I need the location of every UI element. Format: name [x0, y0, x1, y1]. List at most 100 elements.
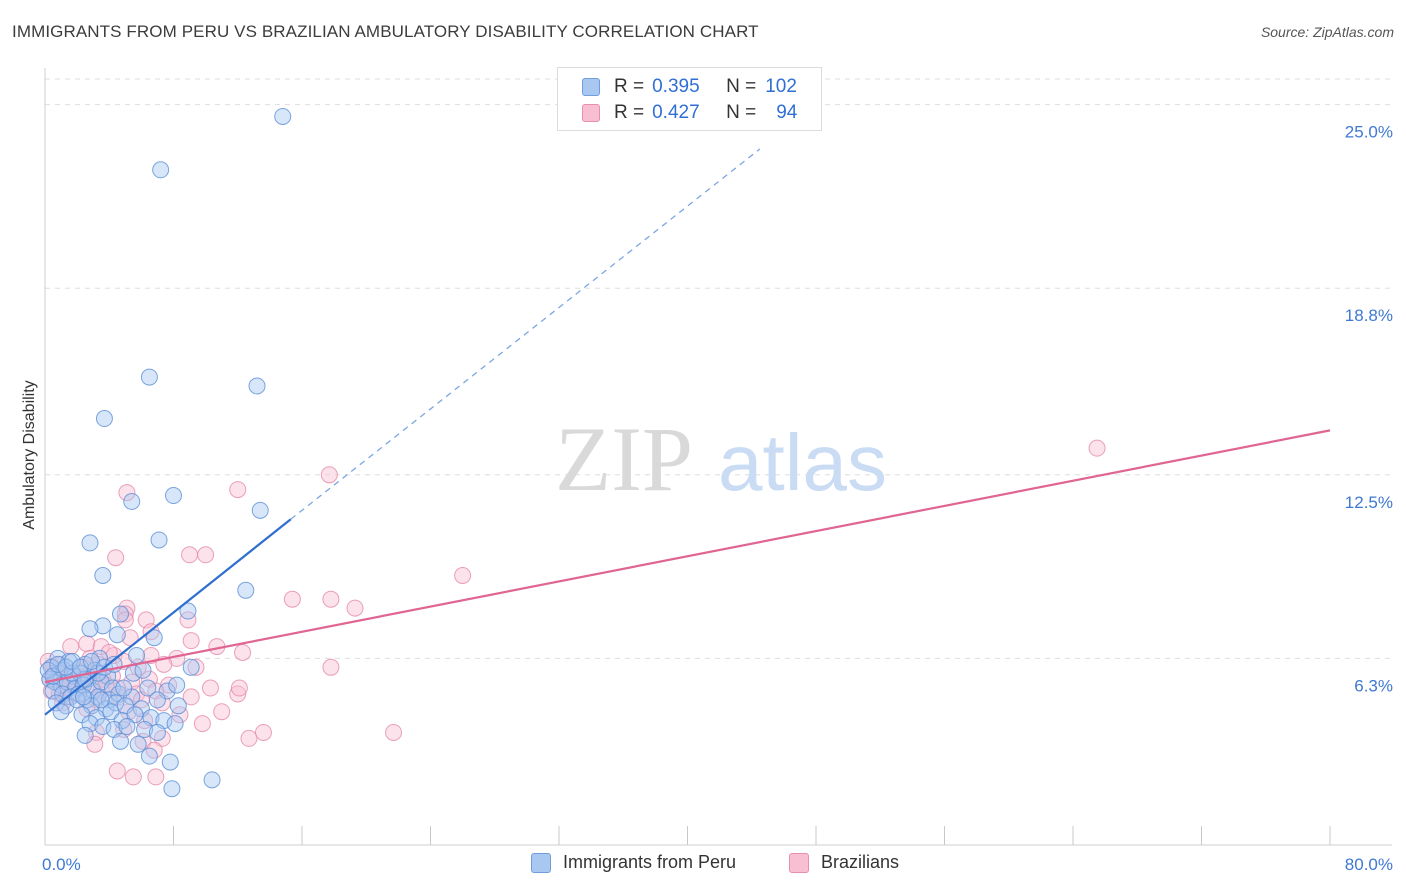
brazilians-point: [240, 729, 258, 747]
peru-points: [39, 107, 292, 798]
brazilians-point: [107, 549, 125, 567]
brazilians-point: [78, 635, 96, 653]
peru-r-value: 0.395: [652, 76, 700, 97]
peru-point: [52, 703, 70, 721]
brazilians-point: [230, 679, 248, 697]
peru-point: [274, 107, 292, 125]
peru-point: [237, 581, 255, 599]
peru-point: [95, 410, 113, 428]
peru-point: [111, 605, 129, 623]
peru-point: [132, 700, 150, 718]
brazilians-point: [322, 590, 340, 608]
peru-point: [126, 706, 144, 724]
peru-point: [148, 723, 166, 741]
bottom-legend-peru: Immigrants from Peru: [531, 852, 736, 873]
bottom-legend-brazilians: Brazilians: [789, 852, 899, 873]
peru-point: [140, 747, 158, 765]
watermark: ZIP atlas: [555, 408, 887, 510]
peru-point: [166, 715, 184, 733]
peru-point: [163, 780, 181, 798]
brazilians-point: [213, 703, 231, 721]
brazilians-point: [320, 466, 338, 484]
tick-labels: 6.3% 12.5% 18.8% 25.0% 0.0% 80.0%: [42, 123, 1393, 874]
peru-trend-extension: [290, 148, 761, 520]
peru-point: [102, 703, 120, 721]
peru-point: [81, 534, 99, 552]
peru-trend-line: [44, 518, 292, 716]
peru-point: [97, 700, 115, 718]
peru-point: [148, 691, 166, 709]
brazilians-point: [346, 599, 364, 617]
peru-n-value: 102: [765, 76, 797, 97]
brazilians-point: [197, 546, 215, 564]
brazilians-point: [86, 735, 104, 753]
peru-point: [123, 492, 141, 510]
peru-point: [248, 377, 266, 395]
brazilians-point: [283, 590, 301, 608]
x-tick-label: 80.0%: [1345, 855, 1393, 874]
peru-point: [165, 487, 182, 505]
peru-point: [161, 753, 179, 771]
grid-layer: [45, 78, 1392, 659]
watermark-atlas: atlas: [718, 418, 887, 507]
peru-point: [87, 709, 105, 727]
peru-point: [128, 646, 146, 664]
brazilians-point: [182, 688, 200, 706]
brazilians-trend-line: [44, 429, 1331, 684]
peru-point: [136, 721, 154, 738]
peru-point: [89, 688, 107, 706]
brazilians-r-value: 0.427: [652, 102, 700, 123]
axes-layer: [44, 68, 1392, 846]
brazilians-point: [193, 715, 211, 733]
peru-point: [76, 726, 94, 744]
brazilians-point: [147, 768, 165, 786]
peru-point: [94, 718, 112, 736]
brazilians-point: [108, 679, 126, 697]
peru-point: [57, 658, 75, 676]
brazilians-point: [118, 484, 136, 502]
peru-point: [94, 567, 112, 584]
correlation-legend: R = 0.395 N = 102 R = 0.427 N = 94: [557, 67, 822, 131]
brazilians-point: [201, 679, 219, 697]
brazilians-point: [229, 685, 247, 703]
peru-point: [182, 658, 200, 676]
watermark-zip: ZIP: [555, 408, 693, 510]
y-tick-label: 6.3%: [1354, 676, 1393, 695]
peru-point: [92, 691, 110, 709]
peru-point: [140, 368, 158, 386]
peru-point: [108, 626, 126, 644]
brazilians-point: [108, 762, 126, 780]
brazilians-point: [187, 658, 205, 676]
peru-point: [145, 629, 163, 647]
brazilians-point: [181, 546, 199, 564]
bottom-brazilians-swatch: [789, 852, 809, 873]
brazilians-point: [254, 723, 272, 741]
brazilians-n-label: N =: [726, 102, 757, 123]
peru-point: [139, 679, 157, 697]
brazilians-point: [124, 768, 142, 786]
brazilians-point: [179, 611, 197, 629]
brazilians-point: [62, 638, 80, 656]
y-tick-label: 25.0%: [1345, 123, 1393, 142]
peru-point: [94, 617, 112, 635]
x-tick-label: 0.0%: [42, 855, 81, 874]
peru-point: [47, 694, 65, 712]
peru-point: [115, 679, 133, 697]
peru-point: [251, 501, 269, 519]
peru-point: [150, 531, 168, 549]
bottom-peru-label: Immigrants from Peru: [563, 852, 737, 872]
peru-n-label: N =: [726, 76, 757, 97]
brazilians-point: [385, 723, 403, 741]
peru-point: [75, 688, 93, 706]
peru-point: [158, 682, 176, 700]
peru-point: [81, 620, 99, 638]
bottom-brazilians-label: Brazilians: [821, 852, 900, 872]
brazilians-point: [1088, 439, 1106, 457]
brazilians-r-label: R =: [614, 102, 645, 123]
peru-point: [179, 602, 197, 620]
trend-lines: [44, 148, 1331, 716]
brazilians-n-value: 94: [776, 102, 798, 123]
brazilians-point: [234, 644, 252, 661]
peru-point: [129, 735, 147, 753]
